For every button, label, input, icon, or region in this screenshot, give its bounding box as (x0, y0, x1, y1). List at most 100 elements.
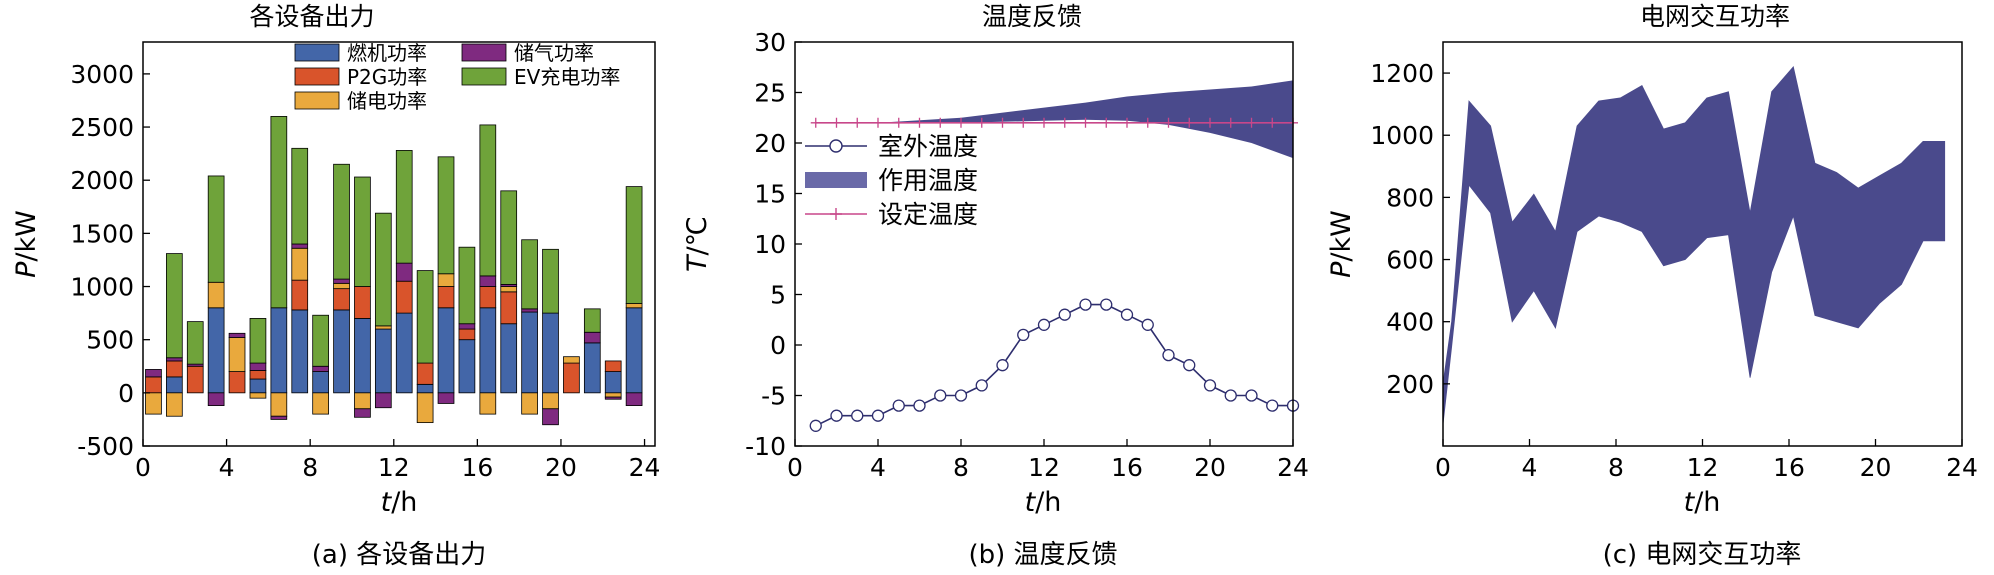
panel-b-y-tick-label: 15 (754, 180, 786, 209)
bar-storage-h21 (563, 356, 580, 364)
setpoint-marker (1018, 117, 1029, 128)
setpoint-marker (976, 117, 987, 128)
bar-storage-h17 (479, 392, 497, 415)
panel-c-x-tick-label: 0 (1435, 453, 1451, 482)
bar-gas-h7 (270, 415, 288, 420)
bar-p2g-h13 (395, 280, 413, 314)
panel-b-y-tick-label: -10 (745, 432, 786, 461)
legend-label-gen: 燃机功率 (347, 41, 427, 65)
bar-p2g-h23 (604, 360, 622, 372)
bar-storage-h11 (354, 392, 371, 410)
bar-p2g-h21 (563, 362, 580, 394)
panel-b-x-tick-label: 0 (787, 453, 803, 482)
bar-gen-h17 (479, 307, 497, 394)
panel-c-title: 电网交互功率 (1640, 2, 1790, 31)
setpoint-marker (873, 117, 883, 128)
bar-storage-h4 (207, 281, 225, 309)
legend-swatch-ev (461, 67, 507, 86)
outdoor-temperature-point (1266, 399, 1279, 412)
bar-p2g-h6 (249, 370, 267, 380)
bar-ev-h22 (583, 308, 601, 333)
outdoor-temperature-point (934, 389, 947, 402)
bar-gen-h6 (249, 378, 267, 394)
bar-storage-h6 (249, 392, 267, 399)
bar-gen-h14 (416, 383, 434, 394)
bar-ev-h6 (249, 318, 267, 364)
legend-label-ev: EV充电功率 (514, 65, 620, 89)
bar-ev-h3 (186, 321, 204, 365)
bar-gas-h16 (458, 323, 476, 330)
legend-swatch-gas (461, 43, 507, 62)
panel-b-x-axis-label: t/h (1025, 487, 1062, 518)
bar-ev-h2 (166, 253, 183, 359)
bar-p2g-h2 (166, 360, 183, 378)
panel-a-x-tick-label: 8 (302, 453, 318, 482)
panel-b-legend: 室外温度 作用温度 设定温度 (805, 132, 978, 229)
bar-ev-h13 (395, 150, 413, 264)
bar-p2g-h10 (333, 288, 350, 311)
bar-storage-h18 (500, 286, 518, 293)
panel-c-x-axis-label: t/h (1684, 487, 1721, 518)
bar-gas-h22 (583, 331, 601, 344)
bar-gen-h12 (374, 328, 392, 394)
legend-label-storage: 储电功率 (347, 89, 427, 113)
bar-gen-h18 (500, 323, 518, 394)
panel-b-plot (809, 80, 1300, 432)
bar-storage-h12 (374, 325, 392, 330)
setpoint-marker (1142, 117, 1153, 128)
bar-ev-h24 (625, 186, 643, 304)
outdoor-temperature-point (1141, 318, 1154, 331)
bar-gas-h5 (228, 332, 246, 338)
panel-b-y-tick-label: -5 (761, 382, 786, 411)
panel-a-y-tick-label: 2000 (70, 166, 134, 195)
outdoor-temperature-line (815, 303, 1293, 427)
panel-c-y-tick-label: 400 (1386, 308, 1434, 337)
panel-c-x-tick-label: 20 (1860, 453, 1892, 482)
bar-storage-h8 (291, 247, 309, 281)
outdoor-temperature-point (809, 419, 822, 432)
bar-ev-h17 (479, 124, 497, 277)
bar-storage-h19 (521, 392, 538, 415)
bar-gen-h4 (207, 307, 225, 394)
panel-c-x-tick-label: 24 (1946, 453, 1978, 482)
panel-a-y-tick-label: 500 (86, 326, 134, 355)
setpoint-marker (1184, 117, 1195, 128)
bar-gas-h12 (374, 392, 392, 409)
panel-b-x-tick-label: 12 (1028, 453, 1060, 482)
legend-label-setpoint: 设定温度 (878, 200, 978, 229)
bar-p2g-h14 (416, 362, 434, 385)
bar-gen-h7 (270, 307, 288, 394)
legend-swatch-storage (294, 91, 340, 110)
panel-a-x-tick-label: 12 (378, 453, 410, 482)
bar-ev-h10 (333, 163, 350, 280)
panel-c-area-chart: 电网交互功率 0 4 8 12 16 20 24 200 400 600 800 1000 1200 t… (1326, 2, 1978, 570)
outdoor-temperature-point (1224, 389, 1237, 402)
setpoint-marker (1205, 117, 1215, 128)
panel-b-y-tick-label: 10 (754, 230, 786, 259)
setpoint-marker (810, 117, 821, 128)
bar-p2g-h1 (145, 376, 162, 394)
bar-ev-h16 (458, 246, 476, 325)
bar-p2g-h11 (354, 286, 371, 319)
legend-marker-setpoint (830, 208, 842, 220)
panel-b-line-chart: 温度反馈 0 4 8 12 16 20 24 -10 -5 0 5 10 15 20 25 30 室外温度 作… (682, 2, 1309, 570)
bar-storage-h5 (228, 337, 246, 372)
outdoor-temperature-point (1037, 318, 1051, 331)
outdoor-temperature-point (892, 399, 905, 412)
bar-gen-h23 (604, 371, 622, 394)
bar-gas-h17 (479, 275, 497, 287)
bar-storage-h1 (145, 392, 162, 415)
setpoint-marker (1267, 117, 1278, 128)
panel-a-stacked-bar-chart: 各设备出力 0 4 8 12 16 20 24-5000500100015002000250… (11, 2, 660, 570)
grid-power-band (1442, 66, 1946, 425)
panel-b-title: 温度反馈 (982, 2, 1082, 31)
legend-swatch-operative (805, 172, 867, 188)
bar-gas-h15 (437, 392, 455, 404)
bar-gen-h20 (542, 312, 559, 394)
panel-c-axes: 0 4 8 12 16 20 24 200 400 600 800 1000 1200 (1370, 59, 1978, 482)
outdoor-temperature-point (1058, 308, 1071, 321)
bar-gen-h2 (166, 376, 183, 394)
bar-storage-h20 (542, 392, 559, 410)
panel-c-x-tick-label: 8 (1608, 453, 1624, 482)
